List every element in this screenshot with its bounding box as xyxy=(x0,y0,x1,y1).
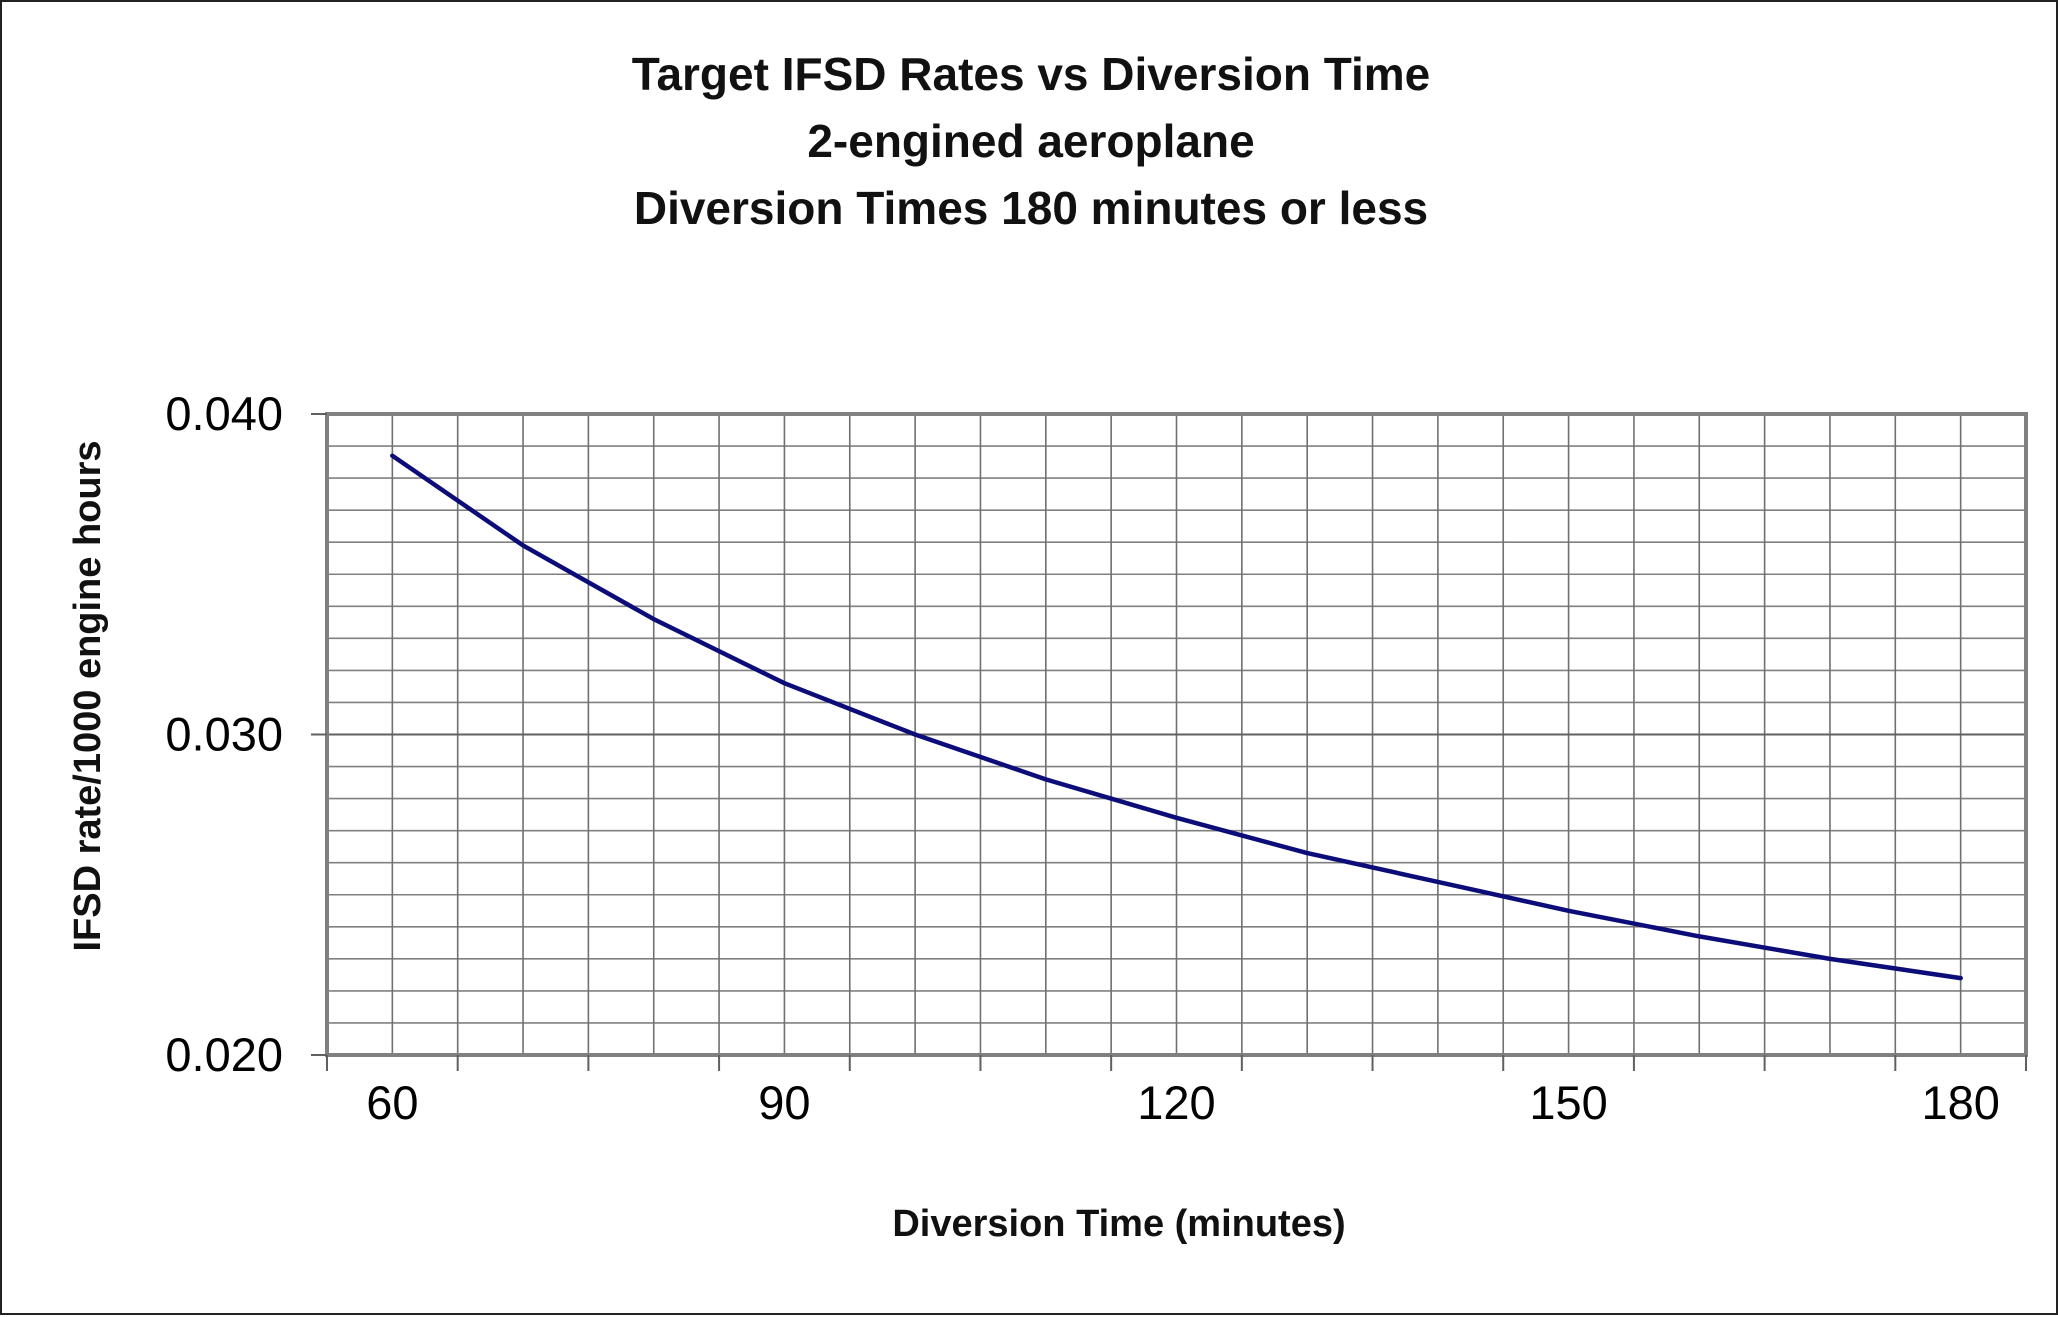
chart-title: Target IFSD Rates vs Diversion Time xyxy=(631,48,1431,100)
x-tick-label: 120 xyxy=(1137,1076,1215,1129)
x-tick-label: 90 xyxy=(758,1076,810,1129)
y-tick-label: 0.030 xyxy=(165,708,283,761)
x-tick-label: 150 xyxy=(1529,1076,1607,1129)
y-axis: 0.040 0.030 0.020 xyxy=(165,387,327,1081)
chart-subtitle: 2-engined aeroplane xyxy=(807,115,1255,167)
chart-subtitle-2: Diversion Times 180 minutes or less xyxy=(633,182,1429,234)
series-line-1 xyxy=(390,453,1963,981)
x-tick-label: 180 xyxy=(1921,1076,1999,1129)
series-layer xyxy=(390,453,1963,981)
x-axis-title: Diversion Time (minutes) xyxy=(892,1203,1345,1245)
y-tick-label: 0.020 xyxy=(165,1028,283,1081)
x-axis: 60 90 120 150 180 xyxy=(326,1055,2027,1129)
y-axis-title: IFSD rate/1000 engine hours xyxy=(67,440,109,951)
x-tick-label: 60 xyxy=(366,1076,418,1129)
y-tick-label: 0.040 xyxy=(165,387,283,440)
minor-gridlines xyxy=(327,414,2026,1055)
